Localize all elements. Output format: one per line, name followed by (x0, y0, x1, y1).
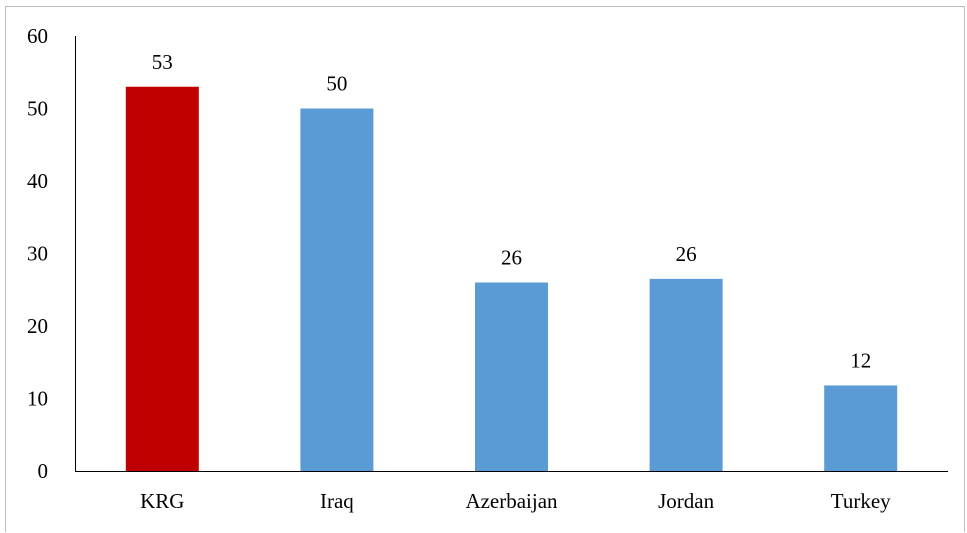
y-tick-label-60: 60 (27, 24, 48, 48)
y-axis-ticks: 0 10 20 30 40 50 60 (27, 24, 48, 483)
data-label-azerbaijan: 26 (501, 246, 522, 270)
data-label-krg: 53 (152, 50, 173, 74)
y-tick-label-0: 0 (38, 459, 49, 483)
y-tick-label-20: 20 (27, 314, 48, 338)
y-tick-label-30: 30 (27, 242, 48, 266)
bar-iraq (300, 108, 374, 471)
bar-turkey (824, 385, 898, 471)
category-label-azerbaijan: Azerbaijan (465, 489, 558, 513)
bar-jordan (649, 278, 723, 471)
data-labels: 53 50 26 26 12 (152, 50, 871, 373)
category-label-jordan: Jordan (658, 489, 714, 513)
data-label-turkey: 12 (850, 348, 871, 372)
x-axis-categories: KRG Iraq Azerbaijan Jordan Turkey (140, 489, 891, 513)
data-label-iraq: 50 (326, 72, 347, 96)
bars (125, 86, 898, 471)
y-tick-label-40: 40 (27, 169, 48, 193)
y-tick-label-50: 50 (27, 97, 48, 121)
bar-azerbaijan (475, 282, 548, 471)
data-label-jordan: 26 (676, 242, 697, 266)
category-label-turkey: Turkey (831, 489, 891, 513)
category-label-krg: KRG (140, 489, 184, 513)
y-tick-label-10: 10 (27, 387, 48, 411)
category-label-iraq: Iraq (320, 489, 354, 513)
bar-krg (125, 86, 199, 471)
chart-frame (5, 6, 965, 532)
